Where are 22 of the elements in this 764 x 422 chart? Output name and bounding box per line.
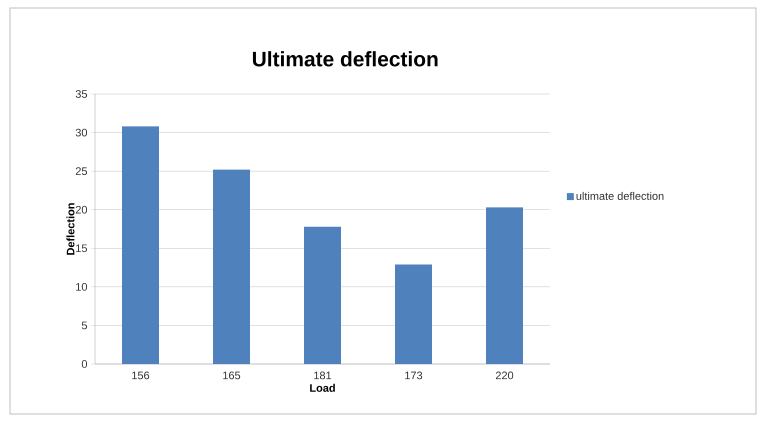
y-tick-label: 30 [76, 128, 88, 136]
bar [304, 226, 342, 364]
y-tick-label: 20 [76, 206, 88, 214]
bar [213, 170, 250, 364]
x-axis-title: Load [310, 384, 335, 392]
y-tick-label: 5 [82, 322, 88, 330]
x-tick-label: 220 [496, 372, 514, 380]
y-tick-label: 15 [76, 244, 88, 252]
y-tick-label: 0 [82, 360, 88, 368]
bar [395, 264, 432, 364]
x-tick-label: 173 [405, 372, 422, 380]
y-tick-label: 10 [76, 282, 88, 291]
y-tick-label: 25 [76, 167, 88, 176]
bar [486, 207, 524, 364]
y-axis-title: Deflection [66, 203, 74, 255]
x-tick-label: 156 [132, 372, 150, 380]
chart-title: Ultimate deflection [252, 51, 438, 66]
y-tick-label: 35 [76, 90, 88, 98]
x-tick-label: 165 [223, 372, 240, 380]
legend-label: ultimate deflection [576, 192, 664, 200]
x-tick-label: 181 [314, 372, 332, 380]
bar [122, 126, 159, 364]
